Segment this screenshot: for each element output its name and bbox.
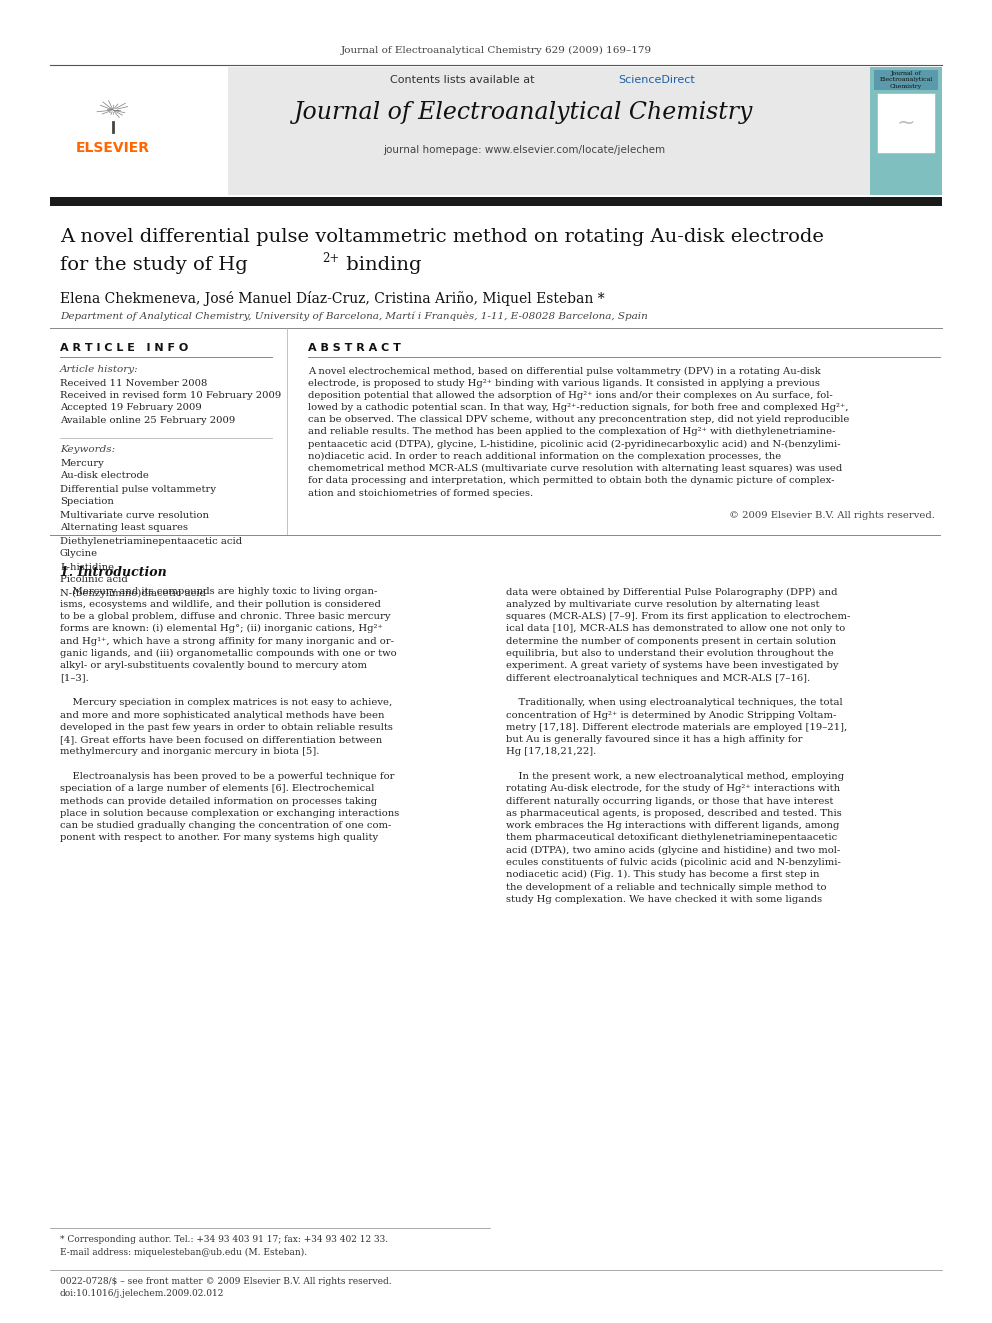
Text: [4]. Great efforts have been focused on differentiation between: [4]. Great efforts have been focused on … <box>60 736 382 744</box>
Text: A novel differential pulse voltammetric method on rotating Au-disk electrode: A novel differential pulse voltammetric … <box>60 228 824 246</box>
Text: A B S T R A C T: A B S T R A C T <box>308 343 401 353</box>
Text: A R T I C L E   I N F O: A R T I C L E I N F O <box>60 343 188 353</box>
Text: forms are known: (i) elemental Hg°; (ii) inorganic cations, Hg²⁺: forms are known: (i) elemental Hg°; (ii)… <box>60 624 383 634</box>
Text: Picolinic acid: Picolinic acid <box>60 576 128 585</box>
Text: methylmercury and inorganic mercury in biota [5].: methylmercury and inorganic mercury in b… <box>60 747 319 757</box>
Text: place in solution because complexation or exchanging interactions: place in solution because complexation o… <box>60 808 399 818</box>
Text: E-mail address: miquelesteban@ub.edu (M. Esteban).: E-mail address: miquelesteban@ub.edu (M.… <box>60 1248 308 1257</box>
Text: analyzed by multivariate curve resolution by alternating least: analyzed by multivariate curve resolutio… <box>506 599 819 609</box>
Text: deposition potential that allowed the adsorption of Hg²⁺ ions and/or their compl: deposition potential that allowed the ad… <box>308 390 832 400</box>
Text: them pharmaceutical detoxificant diethylenetriaminepentaacetic: them pharmaceutical detoxificant diethyl… <box>506 833 837 843</box>
Text: 0022-0728/$ – see front matter © 2009 Elsevier B.V. All rights reserved.: 0022-0728/$ – see front matter © 2009 El… <box>60 1278 392 1286</box>
Text: rotating Au-disk electrode, for the study of Hg²⁺ interactions with: rotating Au-disk electrode, for the stud… <box>506 785 840 794</box>
FancyBboxPatch shape <box>50 197 942 206</box>
Text: Glycine: Glycine <box>60 549 98 558</box>
Text: Multivariate curve resolution: Multivariate curve resolution <box>60 511 209 520</box>
Text: 1. Introduction: 1. Introduction <box>60 565 167 578</box>
Text: Traditionally, when using electroanalytical techniques, the total: Traditionally, when using electroanalyti… <box>506 699 842 708</box>
Text: Hg [17,18,21,22].: Hg [17,18,21,22]. <box>506 747 596 757</box>
FancyBboxPatch shape <box>870 67 942 194</box>
Text: squares (MCR-ALS) [7–9]. From its first application to electrochem-: squares (MCR-ALS) [7–9]. From its first … <box>506 613 850 622</box>
Text: can be studied gradually changing the concentration of one com-: can be studied gradually changing the co… <box>60 822 392 831</box>
Text: ganic ligands, and (iii) organometallic compounds with one or two: ganic ligands, and (iii) organometallic … <box>60 650 397 658</box>
FancyBboxPatch shape <box>877 93 935 153</box>
Text: A novel electrochemical method, based on differential pulse voltammetry (DPV) in: A novel electrochemical method, based on… <box>308 366 820 376</box>
Text: and reliable results. The method has been applied to the complexation of Hg²⁺ wi: and reliable results. The method has bee… <box>308 427 835 437</box>
Text: different naturally occurring ligands, or those that have interest: different naturally occurring ligands, o… <box>506 796 833 806</box>
Text: Electroanalysis has been proved to be a powerful technique for: Electroanalysis has been proved to be a … <box>60 773 395 781</box>
FancyBboxPatch shape <box>50 67 942 194</box>
Text: ELSEVIER: ELSEVIER <box>76 142 150 155</box>
Text: L-histidine: L-histidine <box>60 562 114 572</box>
Text: Elena Chekmeneva, José Manuel Díaz-Cruz, Cristina Ariño, Miquel Esteban *: Elena Chekmeneva, José Manuel Díaz-Cruz,… <box>60 291 605 306</box>
Text: data were obtained by Differential Pulse Polarography (DPP) and: data were obtained by Differential Pulse… <box>506 587 837 597</box>
Text: ecules constituents of fulvic acids (picolinic acid and N-benzylimi-: ecules constituents of fulvic acids (pic… <box>506 859 841 867</box>
Text: In the present work, a new electroanalytical method, employing: In the present work, a new electroanalyt… <box>506 773 844 781</box>
Text: Mercury: Mercury <box>60 459 104 467</box>
Text: nodiacetic acid) (Fig. 1). This study has become a first step in: nodiacetic acid) (Fig. 1). This study ha… <box>506 871 819 880</box>
Text: binding: binding <box>340 255 422 274</box>
Text: Journal of Electroanalytical Chemistry: Journal of Electroanalytical Chemistry <box>295 101 754 123</box>
Text: for the study of Hg: for the study of Hg <box>60 255 248 274</box>
Text: ScienceDirect: ScienceDirect <box>618 75 694 85</box>
Text: chemometrical method MCR-ALS (multivariate curve resolution with alternating lea: chemometrical method MCR-ALS (multivaria… <box>308 464 842 474</box>
Text: Journal of
Electroanalytical
Chemistry: Journal of Electroanalytical Chemistry <box>879 71 932 89</box>
Text: ical data [10], MCR-ALS has demonstrated to allow one not only to: ical data [10], MCR-ALS has demonstrated… <box>506 624 845 634</box>
Text: doi:10.1016/j.jelechem.2009.02.012: doi:10.1016/j.jelechem.2009.02.012 <box>60 1290 224 1298</box>
Text: Accepted 19 February 2009: Accepted 19 February 2009 <box>60 404 201 413</box>
Text: metry [17,18]. Different electrode materials are employed [19–21],: metry [17,18]. Different electrode mater… <box>506 722 847 732</box>
Text: can be observed. The classical DPV scheme, without any preconcentration step, di: can be observed. The classical DPV schem… <box>308 415 849 425</box>
Text: Mercury and its compounds are highly toxic to living organ-: Mercury and its compounds are highly tox… <box>60 587 377 597</box>
Text: Department of Analytical Chemistry, University of Barcelona, Martí i Franquès, 1: Department of Analytical Chemistry, Univ… <box>60 311 648 320</box>
Text: ~: ~ <box>897 112 916 134</box>
Text: Au-disk electrode: Au-disk electrode <box>60 471 149 480</box>
Text: to be a global problem, diffuse and chronic. Three basic mercury: to be a global problem, diffuse and chro… <box>60 613 391 620</box>
Text: for data processing and interpretation, which permitted to obtain both the dynam: for data processing and interpretation, … <box>308 476 834 486</box>
FancyBboxPatch shape <box>50 67 228 194</box>
Text: Journal of Electroanalytical Chemistry 629 (2009) 169–179: Journal of Electroanalytical Chemistry 6… <box>340 45 652 54</box>
Text: Mercury speciation in complex matrices is not easy to achieve,: Mercury speciation in complex matrices i… <box>60 699 392 708</box>
Text: © 2009 Elsevier B.V. All rights reserved.: © 2009 Elsevier B.V. All rights reserved… <box>729 512 935 520</box>
Text: methods can provide detailed information on processes taking: methods can provide detailed information… <box>60 796 377 806</box>
Text: speciation of a large number of elements [6]. Electrochemical: speciation of a large number of elements… <box>60 785 374 794</box>
Text: ponent with respect to another. For many systems high quality: ponent with respect to another. For many… <box>60 833 378 843</box>
Text: [1–3].: [1–3]. <box>60 673 88 683</box>
Text: experiment. A great variety of systems have been investigated by: experiment. A great variety of systems h… <box>506 662 838 671</box>
Text: Received in revised form 10 February 2009: Received in revised form 10 February 200… <box>60 392 282 400</box>
Text: * Corresponding author. Tel.: +34 93 403 91 17; fax: +34 93 402 12 33.: * Corresponding author. Tel.: +34 93 403… <box>60 1236 388 1245</box>
Text: Speciation: Speciation <box>60 497 114 507</box>
Text: developed in the past few years in order to obtain reliable results: developed in the past few years in order… <box>60 722 393 732</box>
FancyBboxPatch shape <box>874 70 938 90</box>
Text: Contents lists available at: Contents lists available at <box>390 75 538 85</box>
Text: pentaacetic acid (DTPA), glycine, L-histidine, picolinic acid (2-pyridinecarboxy: pentaacetic acid (DTPA), glycine, L-hist… <box>308 439 840 448</box>
Text: equilibria, but also to understand their evolution throughout the: equilibria, but also to understand their… <box>506 650 833 658</box>
Text: N-(benzylimino)diacetic acid: N-(benzylimino)diacetic acid <box>60 589 206 598</box>
Text: Alternating least squares: Alternating least squares <box>60 524 188 532</box>
Text: journal homepage: www.elsevier.com/locate/jelechem: journal homepage: www.elsevier.com/locat… <box>383 146 665 155</box>
Text: alkyl- or aryl-substituents covalently bound to mercury atom: alkyl- or aryl-substituents covalently b… <box>60 662 367 671</box>
Text: Received 11 November 2008: Received 11 November 2008 <box>60 378 207 388</box>
Text: electrode, is proposed to study Hg²⁺ binding with various ligands. It consisted : electrode, is proposed to study Hg²⁺ bin… <box>308 378 819 388</box>
Text: ation and stoichiometries of formed species.: ation and stoichiometries of formed spec… <box>308 488 533 497</box>
Text: the development of a reliable and technically simple method to: the development of a reliable and techni… <box>506 882 826 892</box>
Text: isms, ecosystems and wildlife, and their pollution is considered: isms, ecosystems and wildlife, and their… <box>60 599 381 609</box>
Text: determine the number of components present in certain solution: determine the number of components prese… <box>506 636 836 646</box>
Text: concentration of Hg²⁺ is determined by Anodic Stripping Voltam-: concentration of Hg²⁺ is determined by A… <box>506 710 836 720</box>
Text: but Au is generally favoured since it has a high affinity for: but Au is generally favoured since it ha… <box>506 736 803 744</box>
Text: lowed by a cathodic potential scan. In that way, Hg²⁺-reduction signals, for bot: lowed by a cathodic potential scan. In t… <box>308 404 848 411</box>
Text: as pharmaceutical agents, is proposed, described and tested. This: as pharmaceutical agents, is proposed, d… <box>506 808 842 818</box>
Text: work embraces the Hg interactions with different ligands, among: work embraces the Hg interactions with d… <box>506 822 839 831</box>
Text: and Hg¹⁺, which have a strong affinity for many inorganic and or-: and Hg¹⁺, which have a strong affinity f… <box>60 636 394 646</box>
Text: 2+: 2+ <box>322 251 339 265</box>
Text: acid (DTPA), two amino acids (glycine and histidine) and two mol-: acid (DTPA), two amino acids (glycine an… <box>506 845 840 855</box>
Text: study Hg complexation. We have checked it with some ligands: study Hg complexation. We have checked i… <box>506 894 822 904</box>
Text: different electroanalytical techniques and MCR-ALS [7–16].: different electroanalytical techniques a… <box>506 673 810 683</box>
Text: Keywords:: Keywords: <box>60 446 115 455</box>
Text: and more and more sophisticated analytical methods have been: and more and more sophisticated analytic… <box>60 710 385 720</box>
Text: Available online 25 February 2009: Available online 25 February 2009 <box>60 415 235 425</box>
Text: Diethylenetriaminepentaacetic acid: Diethylenetriaminepentaacetic acid <box>60 537 242 545</box>
Text: no)diacetic acid. In order to reach additional information on the complexation p: no)diacetic acid. In order to reach addi… <box>308 452 782 460</box>
Text: Differential pulse voltammetry: Differential pulse voltammetry <box>60 484 216 493</box>
Text: Article history:: Article history: <box>60 365 139 374</box>
